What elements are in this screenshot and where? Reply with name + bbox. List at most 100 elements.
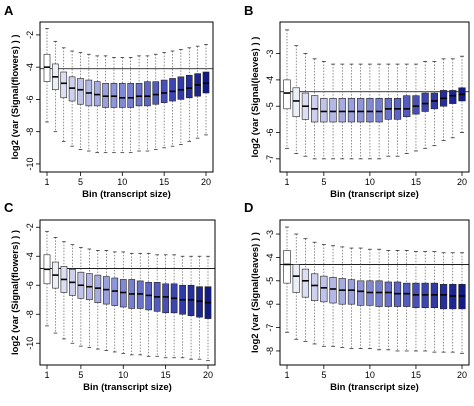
box-bin-12 (135, 55, 143, 152)
x-tick-label: 10 (117, 177, 127, 187)
box-bin-11 (375, 248, 383, 351)
x-tick-label: 20 (201, 177, 211, 187)
box-iqr (403, 95, 411, 118)
box-iqr (110, 82, 118, 108)
box-bin-5 (320, 61, 328, 160)
box-bin-9 (357, 247, 365, 350)
x-tick-label: 10 (118, 370, 128, 380)
box-bin-8 (102, 55, 109, 154)
x-tick-label: 1 (44, 370, 49, 380)
panel-label: C (4, 200, 14, 215)
y-tick-label: -4 (25, 63, 35, 71)
y-tick-label: -5 (265, 102, 275, 110)
box-bin-7 (94, 250, 102, 350)
box-iqr (320, 98, 328, 123)
box-iqr (144, 81, 151, 107)
box-bin-19 (196, 255, 203, 360)
x-tick-label: 5 (321, 370, 326, 380)
panel-label: D (244, 200, 253, 215)
y-tick-label: -6 (25, 281, 35, 289)
box-bin-11 (375, 63, 383, 160)
box-iqr (375, 98, 383, 123)
panel-label: A (4, 3, 14, 18)
box-bin-1 (283, 226, 291, 333)
box-bin-10 (119, 57, 126, 154)
box-bin-18 (185, 47, 193, 142)
box-bin-16 (421, 251, 429, 352)
box-iqr (135, 82, 143, 107)
box-bin-10 (366, 63, 374, 160)
y-tick-label: -4 (265, 76, 275, 84)
box-bin-14 (403, 250, 411, 352)
y-axis-label: log2 (var (Signal(leaves) ) ) (250, 232, 261, 353)
box-iqr (185, 74, 193, 99)
box-bin-16 (421, 61, 429, 149)
box-bin-15 (412, 251, 420, 352)
box-bin-6 (329, 245, 337, 347)
box-bin-4 (311, 58, 319, 160)
box-iqr (338, 98, 346, 123)
box-iqr (375, 280, 383, 307)
y-tick-label: -7 (265, 155, 275, 163)
box-bin-13 (393, 63, 402, 157)
y-tick-label: -6 (265, 129, 275, 137)
box-bin-11 (128, 252, 136, 356)
x-tick-label: 15 (411, 370, 421, 380)
box-iqr (93, 81, 101, 107)
x-axis-label: Bin (transcript size) (330, 382, 419, 393)
box-bin-13 (145, 252, 153, 357)
box-bin-6 (86, 248, 93, 349)
box-bin-2 (292, 45, 300, 154)
box-bin-20 (458, 252, 466, 354)
box-bin-1 (43, 28, 51, 123)
box-bin-13 (393, 250, 402, 352)
box-bin-10 (366, 248, 374, 350)
box-iqr (283, 79, 291, 110)
box-bin-3 (60, 47, 68, 142)
box-bin-16 (169, 50, 176, 147)
box-bin-18 (439, 58, 448, 141)
box-iqr (329, 276, 337, 304)
box-bin-9 (357, 63, 365, 160)
x-tick-label: 10 (365, 370, 375, 380)
y-tick-label: -8 (25, 310, 35, 318)
box-bin-17 (430, 251, 438, 353)
panel-label: B (244, 3, 253, 18)
box-iqr (119, 82, 126, 108)
box-bin-20 (204, 255, 212, 362)
box-bin-7 (338, 63, 346, 160)
box-iqr (292, 264, 300, 293)
box-iqr (68, 76, 76, 102)
box-bin-13 (144, 55, 151, 152)
x-tick-label: 15 (161, 370, 171, 380)
box-iqr (152, 81, 160, 105)
box-bin-18 (187, 255, 195, 360)
box-bin-12 (384, 250, 392, 351)
box-iqr (160, 79, 168, 103)
box-bin-4 (68, 50, 76, 147)
y-tick-label: -3 (265, 230, 275, 238)
box-bin-4 (311, 241, 319, 345)
plot-frame (279, 21, 470, 173)
box-bin-8 (102, 250, 110, 351)
box-bin-7 (93, 55, 101, 154)
box-bin-19 (449, 58, 457, 139)
y-tick-label: -5 (265, 277, 275, 285)
x-tick-label: 15 (411, 177, 421, 187)
box-bin-20 (458, 55, 466, 133)
box-bin-15 (412, 63, 420, 152)
box-iqr (357, 98, 365, 123)
box-bin-5 (77, 247, 85, 347)
box-bin-14 (403, 63, 411, 154)
y-tick-label: -10 (25, 337, 35, 350)
box-iqr (412, 95, 420, 115)
box-iqr (43, 53, 51, 82)
box-iqr (127, 82, 134, 108)
box-bin-5 (77, 52, 84, 150)
x-axis-label: Bin (transcript size) (83, 382, 172, 393)
box-bin-17 (179, 255, 186, 359)
box-bin-2 (52, 236, 59, 334)
